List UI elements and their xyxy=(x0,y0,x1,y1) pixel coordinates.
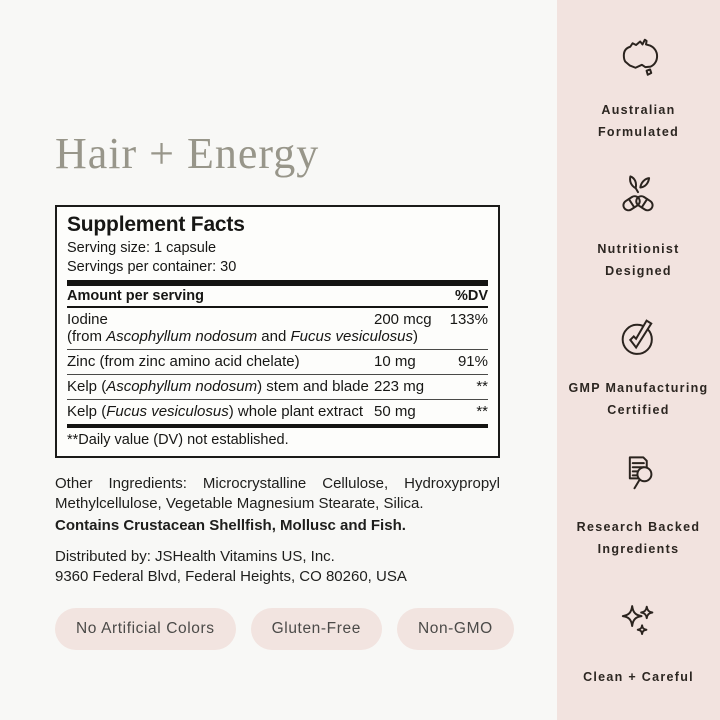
badge-no-artificial-colors: No Artificial Colors xyxy=(55,608,236,651)
dv-footnote: **Daily value (DV) not established. xyxy=(67,432,289,449)
badge-row: No Artificial Colors Gluten-Free Non-GMO xyxy=(55,608,514,651)
distributor-line1: Distributed by: JSHealth Vitamins US, In… xyxy=(55,547,335,565)
label-panel: Hair + Energy Supplement Facts Serving s… xyxy=(55,129,514,651)
feature-label: GMP Manufacturing Certified xyxy=(568,381,709,417)
table-row-iodine: Iodine 200 mcg 133% (from Ascophyllum no… xyxy=(67,308,488,351)
feature-australian-formulated: Australian Formulated xyxy=(598,22,679,150)
allergen-statement: Contains Crustacean Shellfish, Mollusc a… xyxy=(55,516,406,534)
nutrient-amount: 50 mg xyxy=(374,403,416,421)
feature-research-backed: Research Backed Ingredients xyxy=(577,439,701,567)
nutrient-amount: 10 mg xyxy=(374,353,416,371)
supplement-facts-panel: Supplement Facts Serving size: 1 capsule… xyxy=(55,205,500,459)
capsules-leaves-icon xyxy=(610,167,666,229)
feature-label: Clean + Careful xyxy=(583,670,694,685)
serving-size: Serving size: 1 capsule xyxy=(67,240,217,256)
distributor-info: Distributed by: JSHealth Vitamins US, In… xyxy=(55,547,500,587)
nutrient-name: Kelp (Fucus vesiculosus) whole plant ext… xyxy=(67,403,363,421)
table-row-kelp-fucus: Kelp (Fucus vesiculosus) whole plant ext… xyxy=(67,400,488,424)
divider-thick xyxy=(67,280,488,287)
feature-label: Australian Formulated xyxy=(597,103,680,139)
feature-nutritionist-designed: Nutritionist Designed xyxy=(597,161,679,289)
table-row-kelp-ascophyllum: Kelp (Ascophyllum nodosum) stem and blad… xyxy=(67,375,488,401)
feature-sidebar: Australian Formulated Nutritionist xyxy=(557,0,720,720)
nutrient-dv: ** xyxy=(476,378,488,396)
divider-thick xyxy=(67,424,488,429)
nutrient-name: Zinc (from zinc amino acid chelate) xyxy=(67,353,300,371)
servings-per-container: Servings per container: 30 xyxy=(67,259,237,276)
sparkles-icon xyxy=(610,595,666,657)
nutrient-name: Iodine xyxy=(67,311,108,329)
facts-header-row: Amount per serving %DV xyxy=(67,286,488,309)
nutrient-dv: 91% xyxy=(457,353,488,371)
nutrient-dv: 133% xyxy=(449,311,488,329)
feature-clean-careful: Clean + Careful xyxy=(583,578,694,706)
dv-header: %DV xyxy=(454,288,488,305)
table-row-zinc: Zinc (from zinc amino acid chelate) 10 m… xyxy=(67,350,488,376)
nutrient-source: (from Ascophyllum nodosum and Fucus vesi… xyxy=(67,328,419,346)
badge-gluten-free: Gluten-Free xyxy=(250,608,382,651)
nutrient-amount: 200 mcg xyxy=(374,311,432,329)
supplement-facts-title: Supplement Facts xyxy=(67,213,245,236)
feature-gmp-certified: GMP Manufacturing Certified xyxy=(569,300,709,428)
australia-icon xyxy=(611,28,667,90)
distributor-line2: 9360 Federal Blvd, Federal Heights, CO 8… xyxy=(55,567,407,585)
check-circle-icon xyxy=(611,306,667,368)
feature-label: Nutritionist Designed xyxy=(597,242,680,278)
badge-non-gmo: Non-GMO xyxy=(396,608,514,651)
document-magnifier-icon xyxy=(610,445,666,507)
page-title: Hair + Energy xyxy=(55,129,320,178)
amount-per-serving-header: Amount per serving xyxy=(67,288,204,305)
nutrient-amount: 223 mg xyxy=(374,378,425,396)
feature-label: Research Backed Ingredients xyxy=(576,520,701,556)
nutrient-dv: ** xyxy=(476,403,488,421)
other-ingredients: Other Ingredients: Microcrystalline Cell… xyxy=(55,475,500,513)
nutrient-name: Kelp (Ascophyllum nodosum) stem and blad… xyxy=(67,378,369,396)
